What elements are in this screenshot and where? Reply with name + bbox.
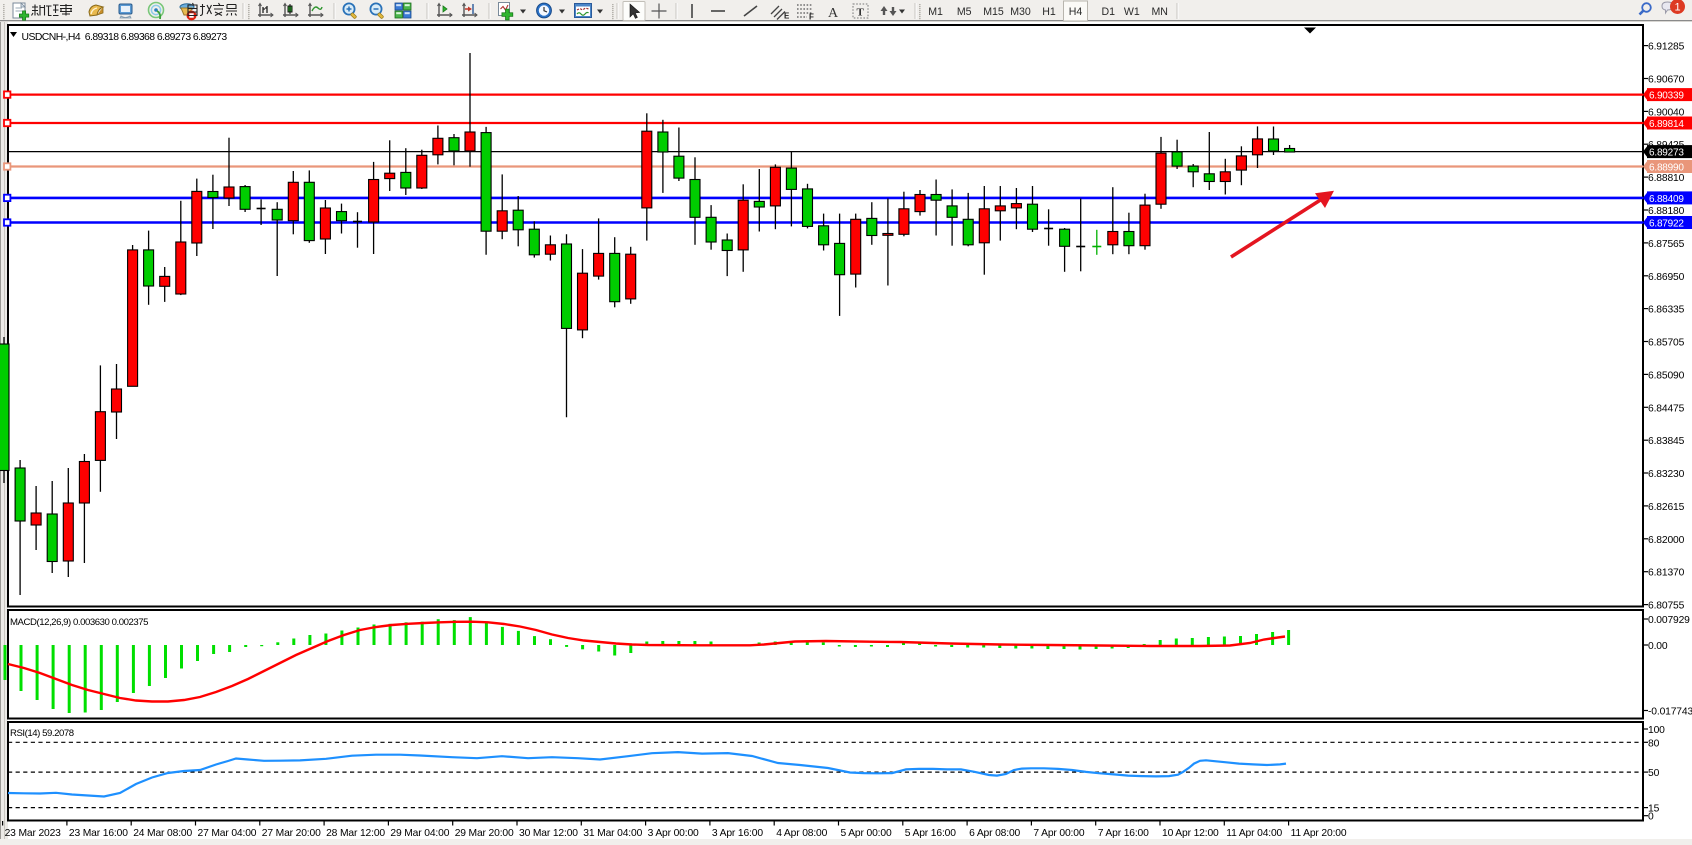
svg-text:100: 100 [1648,725,1665,736]
svg-text:30 Mar 12:00: 30 Mar 12:00 [519,828,578,839]
svg-text:11 Apr 04:00: 11 Apr 04:00 [1226,828,1282,839]
svg-text:A: A [828,6,839,21]
svg-text:24 Mar 08:00: 24 Mar 08:00 [133,828,192,839]
svg-text:E: E [784,12,790,21]
svg-text:M5: M5 [957,6,972,18]
svg-text:3 Apr 16:00: 3 Apr 16:00 [712,828,763,839]
svg-text:6.90040: 6.90040 [1648,107,1685,118]
svg-text:6.83845: 6.83845 [1648,436,1685,447]
svg-text:W1: W1 [1124,6,1140,18]
svg-text:H4: H4 [1069,6,1083,18]
svg-text:6.89814: 6.89814 [1649,119,1684,130]
svg-text:28 Mar 12:00: 28 Mar 12:00 [326,828,385,839]
svg-text:6.87922: 6.87922 [1649,219,1684,230]
svg-text:6.86335: 6.86335 [1648,305,1685,316]
svg-text:H1: H1 [1042,6,1056,18]
svg-text:6.82000: 6.82000 [1648,535,1685,546]
svg-text:D1: D1 [1102,6,1116,18]
svg-text:6.81370: 6.81370 [1648,568,1685,579]
svg-text:6.83230: 6.83230 [1648,469,1685,480]
svg-text:5 Apr 16:00: 5 Apr 16:00 [905,828,956,839]
svg-text:T: T [857,7,865,19]
svg-text:27 Mar 20:00: 27 Mar 20:00 [262,828,321,839]
svg-text:6.88409: 6.88409 [1649,194,1684,205]
svg-text:80: 80 [1648,738,1660,749]
svg-text:6.90339: 6.90339 [1649,91,1684,102]
svg-text:7 Apr 16:00: 7 Apr 16:00 [1098,828,1149,839]
svg-text:1: 1 [1674,2,1680,14]
svg-text:6.85705: 6.85705 [1648,338,1685,349]
svg-text:0.00: 0.00 [1648,641,1668,652]
svg-text:M15: M15 [983,6,1004,18]
svg-text:M1: M1 [928,6,943,18]
svg-text:6.86950: 6.86950 [1648,272,1685,283]
svg-text:6.88810: 6.88810 [1648,173,1685,184]
svg-text:MN: MN [1151,6,1167,18]
svg-text:M30: M30 [1010,6,1031,18]
svg-text:-0.017743: -0.017743 [1648,707,1692,718]
svg-text:6 Apr 08:00: 6 Apr 08:00 [969,828,1020,839]
svg-text:6.89273: 6.89273 [1649,148,1684,159]
svg-text:6.82615: 6.82615 [1648,502,1685,513]
svg-text:29 Mar 04:00: 29 Mar 04:00 [390,828,449,839]
svg-text:23 Mar 2023: 23 Mar 2023 [5,828,62,839]
svg-text:MACD(12,26,9) 0.003630 0.00237: MACD(12,26,9) 0.003630 0.002375 [10,617,148,628]
svg-text:27 Mar 04:00: 27 Mar 04:00 [198,828,257,839]
svg-text:4 Apr 08:00: 4 Apr 08:00 [776,828,827,839]
svg-text:6.80755: 6.80755 [1648,601,1685,612]
svg-text:23 Mar 16:00: 23 Mar 16:00 [69,828,128,839]
svg-text:USDCNH-,H4 6.89318 6.89368 6.: USDCNH-,H4 6.89318 6.89368 6.89273 6.892… [22,32,228,43]
svg-text:10 Apr 12:00: 10 Apr 12:00 [1162,828,1219,839]
svg-text:6.85090: 6.85090 [1648,370,1685,381]
svg-text:31 Mar 04:00: 31 Mar 04:00 [583,828,642,839]
svg-text:0: 0 [1648,812,1654,823]
svg-text:15: 15 [1648,804,1660,815]
svg-text:11 Apr 20:00: 11 Apr 20:00 [1291,828,1347,839]
svg-text:29 Mar 20:00: 29 Mar 20:00 [455,828,514,839]
svg-text:7 Apr 00:00: 7 Apr 00:00 [1033,828,1084,839]
svg-text:6.91285: 6.91285 [1648,42,1685,53]
svg-text:6.88180: 6.88180 [1648,206,1685,217]
svg-text:3 Apr 00:00: 3 Apr 00:00 [648,828,699,839]
svg-text:0.007929: 0.007929 [1648,615,1690,626]
svg-text:6.84475: 6.84475 [1648,403,1685,414]
svg-text:RSI(14) 59.2078: RSI(14) 59.2078 [10,728,74,739]
svg-text:6.87565: 6.87565 [1648,239,1685,250]
svg-text:6.88990: 6.88990 [1649,163,1684,174]
svg-text:6.90670: 6.90670 [1648,75,1685,86]
svg-text:5 Apr 00:00: 5 Apr 00:00 [841,828,892,839]
svg-text:50: 50 [1648,768,1660,779]
svg-text:F: F [809,13,814,22]
